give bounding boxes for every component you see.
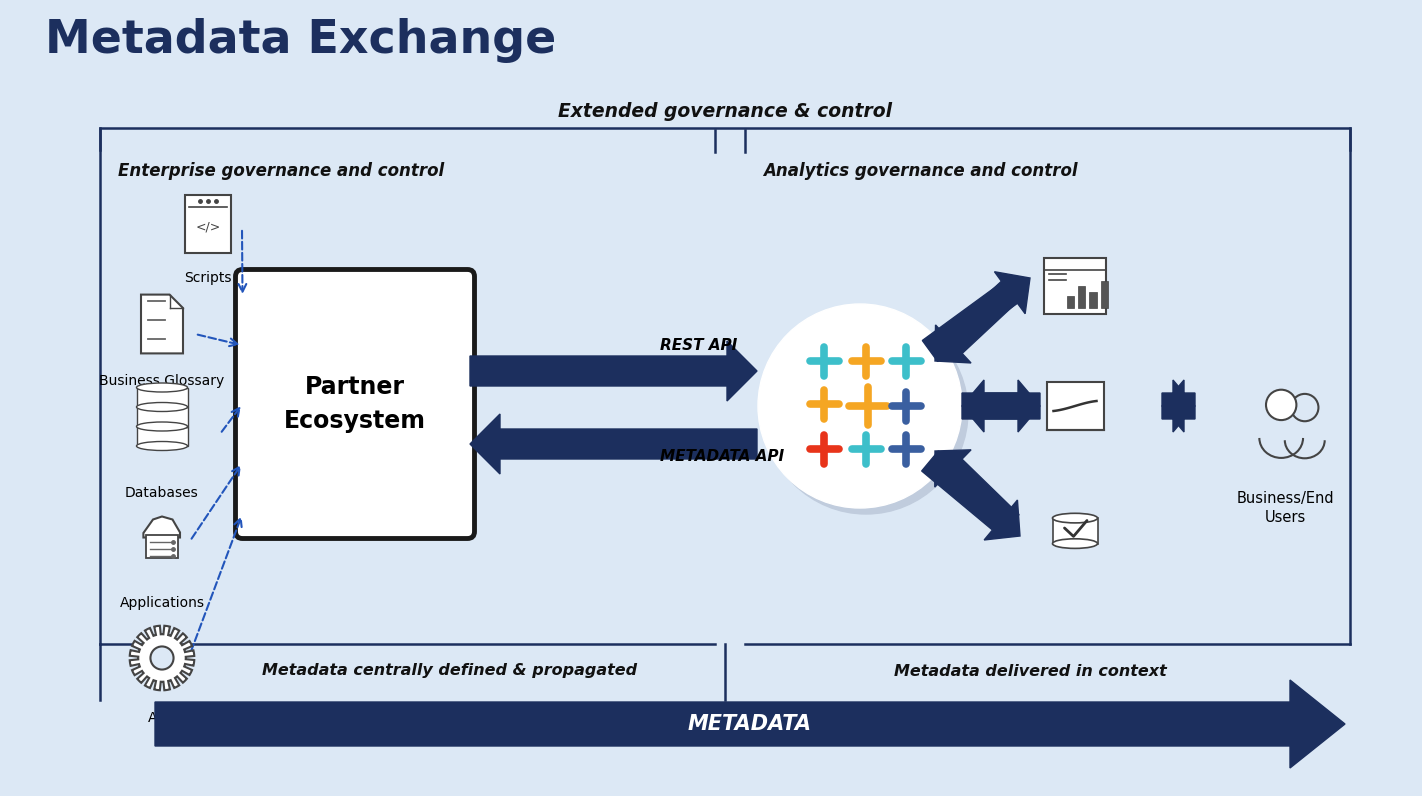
- Bar: [137, 407, 188, 427]
- Polygon shape: [471, 414, 757, 474]
- Text: Partner
Ecosystem: Partner Ecosystem: [284, 375, 427, 433]
- Ellipse shape: [137, 383, 188, 392]
- Polygon shape: [963, 380, 1039, 432]
- Polygon shape: [936, 282, 1020, 363]
- Text: Metadata centrally defined & propagated: Metadata centrally defined & propagated: [263, 664, 637, 678]
- Circle shape: [758, 304, 963, 508]
- Polygon shape: [141, 295, 183, 353]
- Polygon shape: [934, 450, 1020, 533]
- Bar: [185, 195, 232, 253]
- Ellipse shape: [137, 442, 188, 451]
- Text: Extended governance & control: Extended governance & control: [557, 102, 892, 121]
- Bar: [1101, 282, 1108, 308]
- Text: Business Glossary: Business Glossary: [100, 374, 225, 388]
- Polygon shape: [923, 271, 1030, 361]
- Text: Metadata Exchange: Metadata Exchange: [46, 18, 556, 63]
- Text: REST API: REST API: [660, 338, 737, 353]
- Bar: [137, 427, 188, 446]
- Bar: [137, 388, 188, 407]
- Text: Analytics governance and control: Analytics governance and control: [764, 162, 1078, 180]
- Ellipse shape: [1052, 513, 1098, 523]
- Bar: [1052, 518, 1098, 544]
- Ellipse shape: [1052, 539, 1098, 548]
- Bar: [1078, 286, 1085, 308]
- Text: </>: </>: [195, 220, 220, 233]
- Ellipse shape: [137, 403, 188, 412]
- Text: APIs: APIs: [148, 711, 176, 725]
- Bar: [1089, 292, 1096, 308]
- Text: Applications: Applications: [119, 596, 205, 610]
- Polygon shape: [1162, 380, 1194, 432]
- Text: Business/End
Users: Business/End Users: [1236, 491, 1334, 525]
- Polygon shape: [921, 451, 1020, 540]
- Polygon shape: [471, 341, 757, 401]
- Text: METADATA: METADATA: [688, 714, 812, 734]
- Polygon shape: [155, 680, 1345, 768]
- Circle shape: [1266, 390, 1297, 420]
- Bar: [1066, 296, 1074, 308]
- Text: Metadata delivered in context: Metadata delivered in context: [893, 664, 1166, 678]
- Polygon shape: [129, 626, 195, 690]
- Text: Scripts: Scripts: [185, 271, 232, 285]
- Circle shape: [151, 646, 173, 669]
- Circle shape: [764, 310, 968, 514]
- Circle shape: [1291, 394, 1318, 421]
- Polygon shape: [1162, 380, 1194, 432]
- Text: Enterprise governance and control: Enterprise governance and control: [118, 162, 444, 180]
- Bar: [146, 535, 178, 558]
- Ellipse shape: [137, 422, 188, 431]
- Text: Databases: Databases: [125, 486, 199, 500]
- Polygon shape: [963, 380, 1039, 432]
- Bar: [1044, 258, 1106, 314]
- FancyBboxPatch shape: [236, 270, 475, 539]
- Bar: [1047, 382, 1103, 430]
- Text: METADATA API: METADATA API: [660, 449, 784, 464]
- Polygon shape: [144, 517, 181, 537]
